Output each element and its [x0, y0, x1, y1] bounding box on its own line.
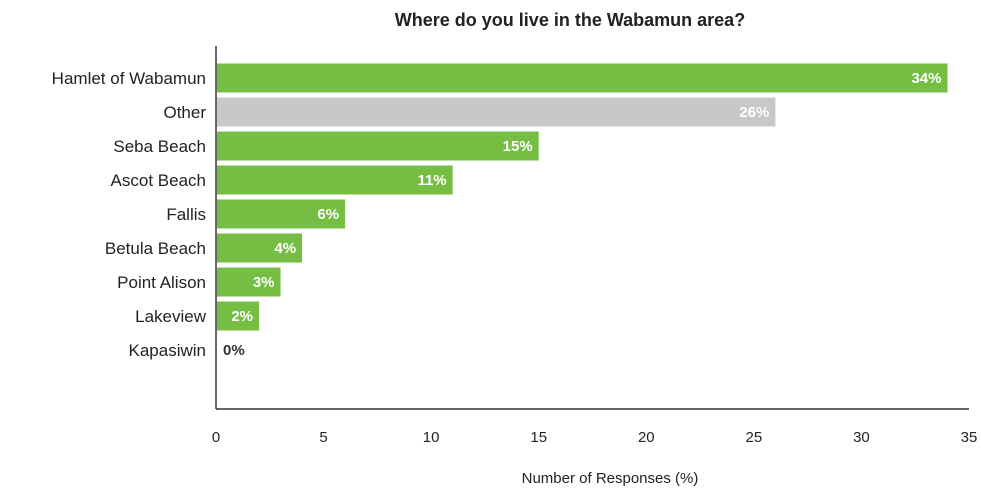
- category-label: Other: [163, 103, 206, 122]
- category-label: Fallis: [166, 205, 206, 224]
- bar: [217, 301, 260, 331]
- x-tick-label: 5: [319, 429, 327, 446]
- category-label: Seba Beach: [113, 137, 206, 156]
- bar: [217, 131, 539, 161]
- data-label: 34%: [911, 70, 941, 87]
- x-tick-label: 15: [530, 429, 547, 446]
- data-label: 6%: [317, 206, 339, 223]
- category-label: Lakeview: [135, 307, 207, 326]
- data-label: 3%: [253, 274, 275, 291]
- category-label: Point Alison: [117, 273, 206, 292]
- data-labels: 34% 26% 15% 11% 6% 4% 3%2% 0%: [223, 70, 941, 359]
- data-label: 2%: [231, 308, 253, 325]
- category-label: Ascot Beach: [111, 171, 206, 190]
- chart-title: Where do you live in the Wabamun area?: [395, 10, 745, 30]
- x-axis-ticks: 0 5 10 15 20 25 30 35: [212, 429, 978, 446]
- x-tick-label: 10: [423, 429, 440, 446]
- bars-group: [217, 63, 948, 331]
- data-label: 26%: [739, 104, 769, 121]
- bar: [217, 199, 346, 229]
- x-tick-label: 20: [638, 429, 655, 446]
- bar: [217, 97, 776, 127]
- x-tick-label: 0: [212, 429, 220, 446]
- bar: [217, 165, 453, 195]
- category-label: Kapasiwin: [129, 341, 207, 360]
- category-labels: Hamlet of Wabamun Other Seba Beach Ascot Be…: [52, 69, 207, 360]
- data-label: 15%: [503, 138, 533, 155]
- x-tick-label: 30: [853, 429, 870, 446]
- x-axis-title: Number of Responses (%): [522, 470, 699, 487]
- bar: [217, 267, 281, 297]
- data-label: 4%: [274, 240, 296, 257]
- category-label: Hamlet of Wabamun: [52, 69, 206, 88]
- data-label: 11%: [417, 172, 446, 189]
- x-tick-label: 25: [746, 429, 763, 446]
- category-label: Betula Beach: [105, 239, 206, 258]
- bar: [217, 233, 303, 263]
- bar: [217, 63, 948, 93]
- x-tick-label: 35: [961, 429, 978, 446]
- data-label: 0%: [223, 342, 245, 359]
